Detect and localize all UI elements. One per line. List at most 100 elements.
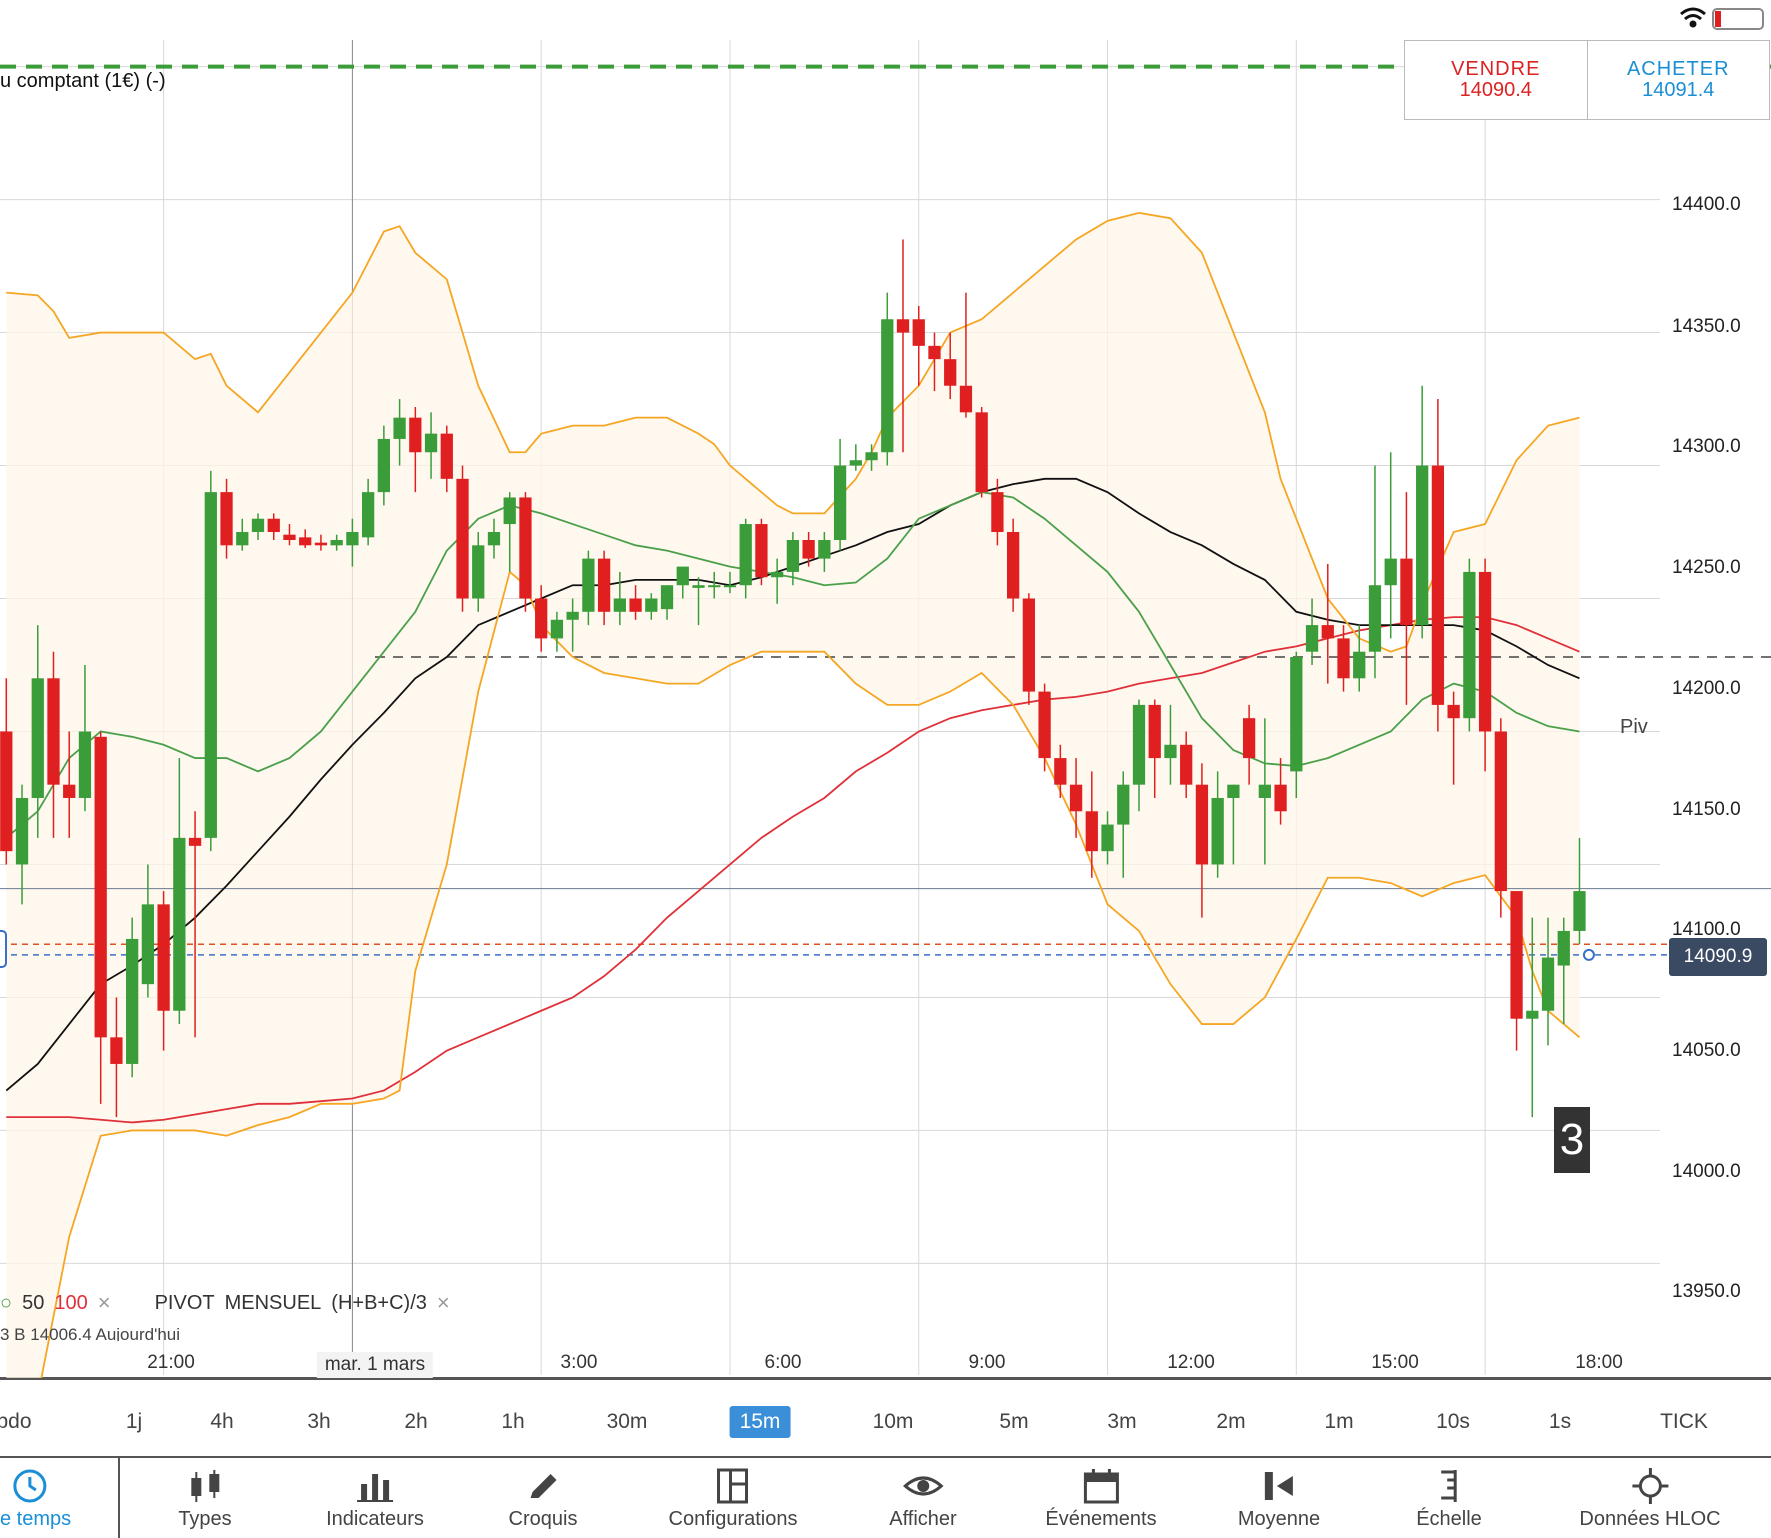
- candle-body: [330, 540, 343, 546]
- candle-body: [802, 540, 815, 559]
- candle-body: [1416, 465, 1429, 626]
- candle-body: [1022, 598, 1036, 692]
- timeframe-2h[interactable]: 2h: [404, 1410, 428, 1433]
- bottom-toolbar: de temps Types Indicateurs Croquis Confi…: [0, 1456, 1771, 1538]
- pivot-formula-label: (H+B+C)/3: [331, 1291, 427, 1314]
- display-button[interactable]: Afficher: [889, 1466, 957, 1531]
- timeframe-tick[interactable]: TICK: [1660, 1410, 1708, 1433]
- drawings-button[interactable]: Croquis: [509, 1466, 577, 1531]
- timeframe-10m[interactable]: 10m: [872, 1410, 914, 1433]
- timeframe-3m[interactable]: 3m: [1107, 1410, 1137, 1433]
- indicators-button[interactable]: Indicateurs: [326, 1466, 424, 1531]
- timeframe-5m[interactable]: 5m: [999, 1410, 1029, 1433]
- x-tick-label: 9:00: [968, 1352, 1006, 1373]
- toolbar-label: Types: [178, 1508, 232, 1530]
- timeframe-30m[interactable]: 30m: [606, 1410, 648, 1433]
- timeframe-4h[interactable]: 4h: [210, 1410, 234, 1433]
- candle-body: [1054, 758, 1067, 785]
- timeframe-weekly[interactable]: bdo: [0, 1410, 32, 1433]
- candle-body: [424, 433, 438, 453]
- countdown-badge: 3: [1554, 1107, 1590, 1173]
- x-tick-label: 3:00: [560, 1352, 598, 1373]
- candle-body: [236, 532, 249, 546]
- candle-body: [1321, 625, 1334, 639]
- candle-body: [78, 731, 92, 798]
- buy-label: ACHETER: [1626, 58, 1730, 80]
- candle-body: [1180, 744, 1193, 785]
- timeframe-2m[interactable]: 2m: [1216, 1410, 1246, 1433]
- current-price-tag: 14090.9: [1669, 938, 1767, 976]
- candle-body: [849, 460, 862, 466]
- price-chart[interactable]: [0, 0, 1771, 1380]
- ma-20-marker: ○: [0, 1291, 13, 1314]
- candle-body: [440, 433, 453, 479]
- x-tick-label: 18:00: [1575, 1352, 1623, 1373]
- candle-body: [1211, 797, 1224, 865]
- toolbar-label: Événements: [1045, 1508, 1157, 1530]
- candle-body: [1431, 465, 1445, 705]
- candle-body: [314, 542, 328, 546]
- candle-body: [1541, 957, 1555, 1011]
- candle-body: [944, 359, 957, 386]
- candle-body: [959, 385, 973, 413]
- sell-button[interactable]: VENDRE 14090.4: [1405, 41, 1587, 119]
- candle-body: [1007, 532, 1020, 599]
- candle-body: [188, 837, 202, 846]
- y-tick-label: 14300.0: [1672, 436, 1741, 457]
- candle-body: [629, 598, 642, 612]
- buy-button[interactable]: ACHETER 14091.4: [1586, 41, 1770, 119]
- candle-body: [1274, 784, 1287, 812]
- x-tick-label: 15:00: [1371, 1352, 1419, 1373]
- average-button[interactable]: Moyenne: [1238, 1466, 1320, 1531]
- candle-body: [928, 345, 941, 360]
- timeframe-1s[interactable]: 1s: [1548, 1410, 1572, 1433]
- buy-price: 14091.4: [1642, 79, 1715, 101]
- crosshair-icon: [1632, 1468, 1668, 1504]
- candle-body: [31, 678, 44, 798]
- timeframe-15m[interactable]: 15m: [729, 1406, 791, 1438]
- candles-icon: [190, 1470, 219, 1502]
- toolbar-label: Échelle: [1416, 1508, 1482, 1530]
- timeframe-10s[interactable]: 10s: [1436, 1410, 1470, 1433]
- types-button[interactable]: Types: [178, 1466, 232, 1531]
- remove-ma-button[interactable]: ×: [97, 1290, 111, 1315]
- candle-body: [1463, 571, 1476, 719]
- events-button[interactable]: Événements: [1045, 1466, 1157, 1531]
- candle-body: [15, 797, 29, 865]
- hloc-data-button[interactable]: Données HLOC: [1579, 1466, 1721, 1531]
- candle-body: [299, 537, 312, 546]
- clock-icon: [13, 1469, 47, 1503]
- trade-panel: VENDRE 14090.4 ACHETER 14091.4: [1404, 40, 1770, 120]
- candle-body: [535, 598, 548, 639]
- candle-body: [1242, 718, 1256, 759]
- scale-icon: [1440, 1470, 1457, 1502]
- indicator-legend-sub: 3 B 14006.4 Aujourd'hui: [0, 1325, 181, 1341]
- candle-body: [220, 492, 233, 546]
- timeframe-1j[interactable]: 1j: [125, 1410, 143, 1433]
- candle-body: [1227, 784, 1240, 798]
- candle-body: [283, 534, 296, 540]
- candle-body: [487, 532, 501, 546]
- candle-body: [786, 540, 800, 572]
- timeframe-tool-button[interactable]: de temps: [0, 1466, 71, 1531]
- toolbar-label: de temps: [0, 1508, 72, 1530]
- candle-body: [660, 585, 674, 610]
- candle-body: [63, 784, 76, 798]
- remove-pivot-button[interactable]: ×: [436, 1290, 450, 1315]
- timeframe-1h[interactable]: 1h: [501, 1410, 525, 1433]
- scale-button[interactable]: Échelle: [1416, 1466, 1482, 1531]
- layouts-button[interactable]: Configurations: [669, 1466, 797, 1531]
- candle-body: [1290, 657, 1303, 772]
- candle-body: [157, 904, 170, 1011]
- timeframe-3h[interactable]: 3h: [307, 1410, 331, 1433]
- ma-50-label: 50: [22, 1291, 45, 1314]
- bollinger-lower-line: [40, 570, 1581, 1380]
- pivot-indicator-label: PIVOT: [154, 1291, 215, 1314]
- timeframe-1m[interactable]: 1m: [1324, 1410, 1354, 1433]
- y-tick-label: 14150.0: [1672, 799, 1741, 820]
- ma-100-label: 100: [54, 1291, 88, 1314]
- status-bar: [1651, 0, 1771, 40]
- candle-body: [1069, 784, 1083, 812]
- candle-body: [1478, 571, 1492, 732]
- candle-body: [110, 1037, 123, 1064]
